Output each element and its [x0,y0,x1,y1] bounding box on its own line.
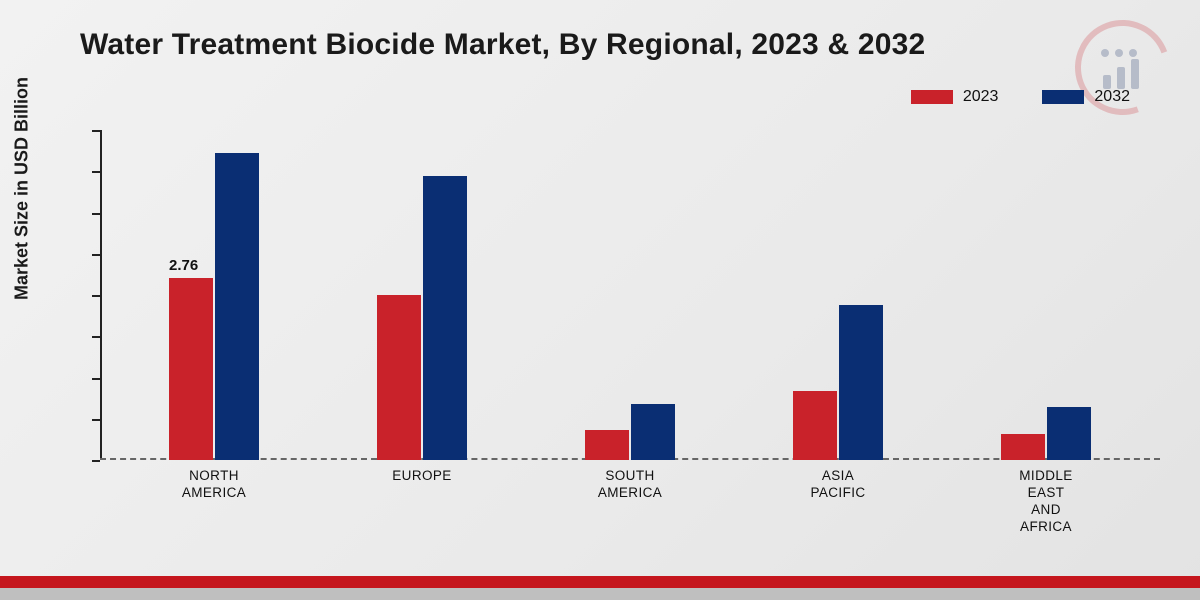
bar-group: 2.76 [110,130,318,460]
legend-label-2032: 2032 [1094,88,1130,106]
chart-canvas: { "title": "Water Treatment Biocide Mark… [0,0,1200,600]
footer-base-bar [0,588,1200,600]
bar-2032 [1047,407,1091,460]
bar-2032 [839,305,883,460]
bar-2023 [1001,434,1045,460]
y-axis-ticks [92,130,100,460]
category-label: NORTH AMERICA [110,468,318,536]
bar-groups: 2.76 [110,130,1150,460]
category-label: SOUTH AMERICA [526,468,734,536]
y-axis-line [100,130,102,460]
bar-2023 [585,430,629,460]
bar-2023 [377,295,421,460]
legend-item-2023: 2023 [911,88,999,106]
footer-accent-bar [0,576,1200,588]
category-label: MIDDLE EAST AND AFRICA [942,468,1150,536]
bar-2023 [793,391,837,460]
bar-2023 [169,278,213,460]
bar-2032 [423,176,467,460]
bar-group [318,130,526,460]
legend: 2023 2032 [911,88,1130,106]
bar-group [734,130,942,460]
bar-group [942,130,1150,460]
category-label: EUROPE [318,468,526,536]
legend-swatch-2023 [911,90,953,104]
legend-label-2023: 2023 [963,88,999,106]
legend-swatch-2032 [1042,90,1084,104]
bar-2032 [215,153,259,460]
bar-value-label: 2.76 [169,257,198,274]
plot-area: 2.76 [100,130,1160,460]
legend-item-2032: 2032 [1042,88,1130,106]
category-labels: NORTH AMERICAEUROPESOUTH AMERICAASIA PAC… [110,468,1150,536]
chart-title: Water Treatment Biocide Market, By Regio… [80,28,925,62]
category-label: ASIA PACIFIC [734,468,942,536]
bar-group [526,130,734,460]
bar-2032 [631,404,675,460]
y-axis-label: Market Size in USD Billion [12,77,33,300]
